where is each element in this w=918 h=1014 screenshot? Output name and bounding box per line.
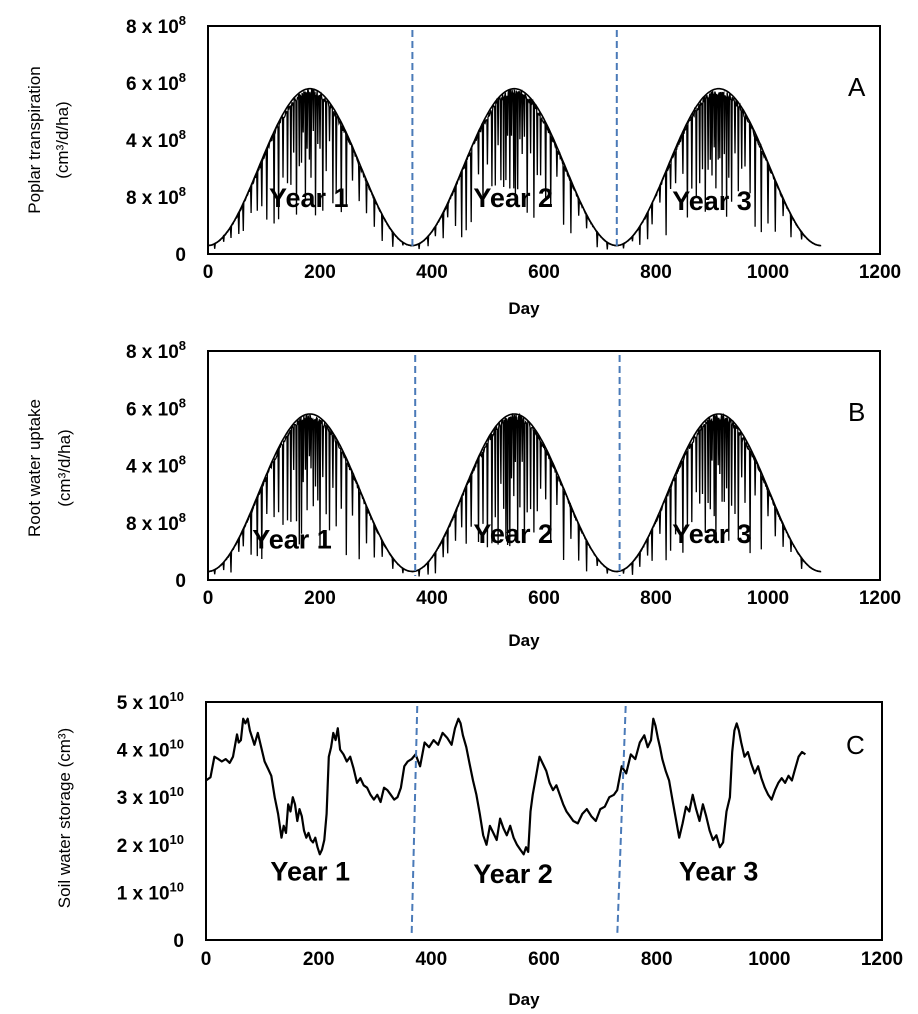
x-axis-label: Day — [508, 299, 540, 318]
year-label: Year 3 — [672, 186, 752, 216]
y-tick-exponent: 8 — [179, 338, 186, 353]
x-tick-label: 0 — [203, 588, 214, 609]
x-axis-label: Day — [508, 631, 540, 650]
year-label: Year 1 — [252, 525, 332, 555]
y-tick-exponent: 8 — [179, 510, 186, 525]
y-tick-label: 5 x 1010 — [117, 689, 184, 714]
x-tick-label: 200 — [304, 588, 336, 609]
y-tick-mantissa: 8 x 10 — [126, 188, 179, 209]
year-label: Year 2 — [473, 519, 553, 549]
y-tick-mantissa: 6 x 10 — [126, 399, 179, 420]
plot-frame — [207, 350, 881, 581]
y-tick-mantissa: 3 x 10 — [117, 788, 170, 809]
plot-frame — [207, 25, 881, 255]
actual-series-line — [207, 88, 822, 250]
year-label: Year 1 — [269, 183, 349, 213]
x-tick-label: 600 — [528, 949, 560, 970]
y-axis-label: Soil water storage (cm³) — [55, 728, 74, 908]
y-tick-label: 2 x 1010 — [117, 832, 184, 857]
plot-frame — [205, 701, 883, 941]
x-tick-label: 600 — [528, 588, 560, 609]
y-tick-mantissa: 2 x 10 — [117, 836, 170, 857]
y-tick-mantissa: 8 x 10 — [126, 514, 179, 535]
x-tick-label: 1000 — [747, 588, 789, 609]
year-label: Year 2 — [473, 183, 553, 213]
actual-series-line — [207, 412, 822, 577]
y-axis-unit: (cm³/d/ha) — [53, 101, 72, 178]
y-tick-label: 8 x 108 — [126, 338, 186, 363]
potential-curve — [208, 87, 821, 247]
y-tick-exponent: 8 — [179, 453, 186, 468]
y-tick-mantissa: 8 x 10 — [126, 17, 179, 38]
y-tick-label: 6 x 108 — [126, 70, 186, 95]
year-label: Year 3 — [679, 857, 759, 887]
y-tick-label: 8 x 108 — [126, 13, 186, 38]
y-tick-label: 8 x 108 — [126, 184, 186, 209]
y-tick-exponent: 8 — [179, 395, 186, 410]
y-tick-exponent: 8 — [179, 70, 186, 85]
x-tick-label: 400 — [416, 262, 448, 283]
y-tick-exponent: 8 — [179, 13, 186, 28]
y-tick-mantissa: 8 x 10 — [126, 342, 179, 363]
x-tick-label: 1200 — [861, 949, 903, 970]
y-tick-mantissa: 4 x 10 — [117, 741, 170, 762]
x-tick-label: 200 — [304, 262, 336, 283]
x-axis-label: Day — [508, 990, 540, 1009]
y-tick-exponent: 10 — [170, 784, 184, 799]
x-tick-label: 800 — [640, 588, 672, 609]
x-tick-label: 400 — [415, 949, 447, 970]
x-tick-label: 0 — [201, 949, 212, 970]
panel-letter: B — [848, 397, 865, 427]
y-tick-mantissa: 4 x 10 — [126, 457, 179, 478]
y-tick-label: 4 x 108 — [126, 127, 186, 152]
y-tick-exponent: 10 — [170, 832, 184, 847]
x-tick-label: 1200 — [859, 588, 901, 609]
x-tick-label: 600 — [528, 262, 560, 283]
y-tick-mantissa: 0 — [175, 571, 186, 592]
y-tick-exponent: 10 — [170, 689, 184, 704]
y-axis-unit: (cm³/d/ha) — [55, 429, 74, 506]
x-tick-label: 1000 — [747, 262, 789, 283]
y-tick-label: 4 x 108 — [126, 453, 186, 478]
year-label: Year 1 — [270, 857, 350, 887]
y-tick-label: 4 x 1010 — [117, 737, 184, 762]
year-divider — [616, 705, 627, 937]
y-tick-mantissa: 1 x 10 — [117, 883, 170, 904]
y-tick-mantissa: 6 x 10 — [126, 74, 179, 95]
y-tick-mantissa: 5 x 10 — [117, 693, 170, 714]
y-tick-label: 3 x 1010 — [117, 784, 184, 809]
y-tick-exponent: 8 — [179, 184, 186, 199]
x-tick-label: 1000 — [748, 949, 790, 970]
panel-letter: C — [846, 730, 865, 760]
y-tick-exponent: 10 — [170, 737, 184, 752]
y-tick-label: 0 — [175, 245, 186, 266]
year-divider — [410, 705, 419, 937]
year-label: Year 2 — [473, 859, 553, 889]
x-tick-label: 800 — [640, 262, 672, 283]
y-tick-exponent: 8 — [179, 127, 186, 142]
y-tick-label: 6 x 108 — [126, 395, 186, 420]
y-tick-exponent: 10 — [170, 879, 184, 894]
y-tick-label: 0 — [175, 571, 186, 592]
storage-series-line — [205, 717, 807, 856]
y-tick-mantissa: 0 — [175, 245, 186, 266]
panel-letter: A — [848, 72, 866, 102]
x-tick-label: 400 — [416, 588, 448, 609]
x-tick-label: 200 — [303, 949, 335, 970]
x-tick-label: 1200 — [859, 262, 901, 283]
y-tick-mantissa: 4 x 10 — [126, 131, 179, 152]
x-tick-label: 800 — [641, 949, 673, 970]
year-label: Year 3 — [672, 519, 752, 549]
y-tick-label: 0 — [173, 931, 184, 952]
y-tick-label: 8 x 108 — [126, 510, 186, 535]
x-tick-label: 0 — [203, 262, 214, 283]
y-axis-label: Poplar transpiration — [25, 66, 44, 213]
y-axis-label: Root water uptake — [25, 399, 44, 537]
y-tick-mantissa: 0 — [173, 931, 184, 952]
y-tick-label: 1 x 1010 — [117, 879, 184, 904]
